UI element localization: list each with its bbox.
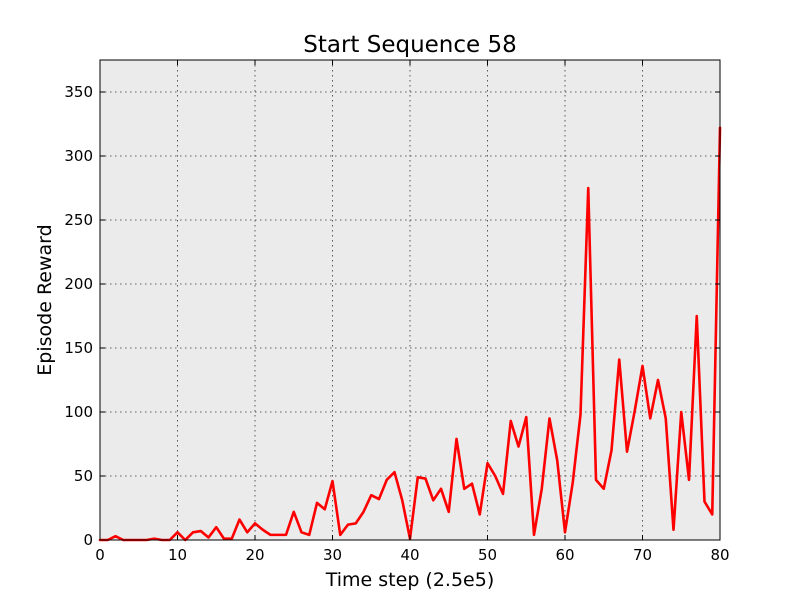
y-tick-label: 200	[64, 275, 93, 293]
x-tick-label: 60	[555, 546, 574, 564]
x-tick-label: 30	[323, 546, 342, 564]
axis-ticks: 0 10 20 30 40 50 60 70 80 0 50 100 150 200 250 300 350	[64, 60, 730, 564]
x-tick-label: 10	[168, 546, 187, 564]
y-tick-label: 0	[83, 531, 93, 549]
y-tick-label: 100	[64, 403, 93, 421]
grid	[100, 60, 720, 540]
x-tick-label: 20	[245, 546, 264, 564]
x-axis-label: Time step (2.5e5)	[325, 569, 495, 591]
y-tick-label: 50	[74, 467, 93, 485]
y-tick-label: 300	[64, 147, 93, 165]
x-tick-label: 50	[478, 546, 497, 564]
x-tick-label: 80	[710, 546, 729, 564]
x-tick-label: 70	[633, 546, 652, 564]
y-tick-label: 150	[64, 339, 93, 357]
y-axis-label: Episode Reward	[34, 224, 56, 375]
x-tick-label: 0	[95, 546, 105, 564]
y-tick-label: 350	[64, 83, 93, 101]
x-tick-label: 40	[400, 546, 419, 564]
chart-title: Start Sequence 58	[303, 32, 517, 58]
y-tick-label: 250	[64, 211, 93, 229]
